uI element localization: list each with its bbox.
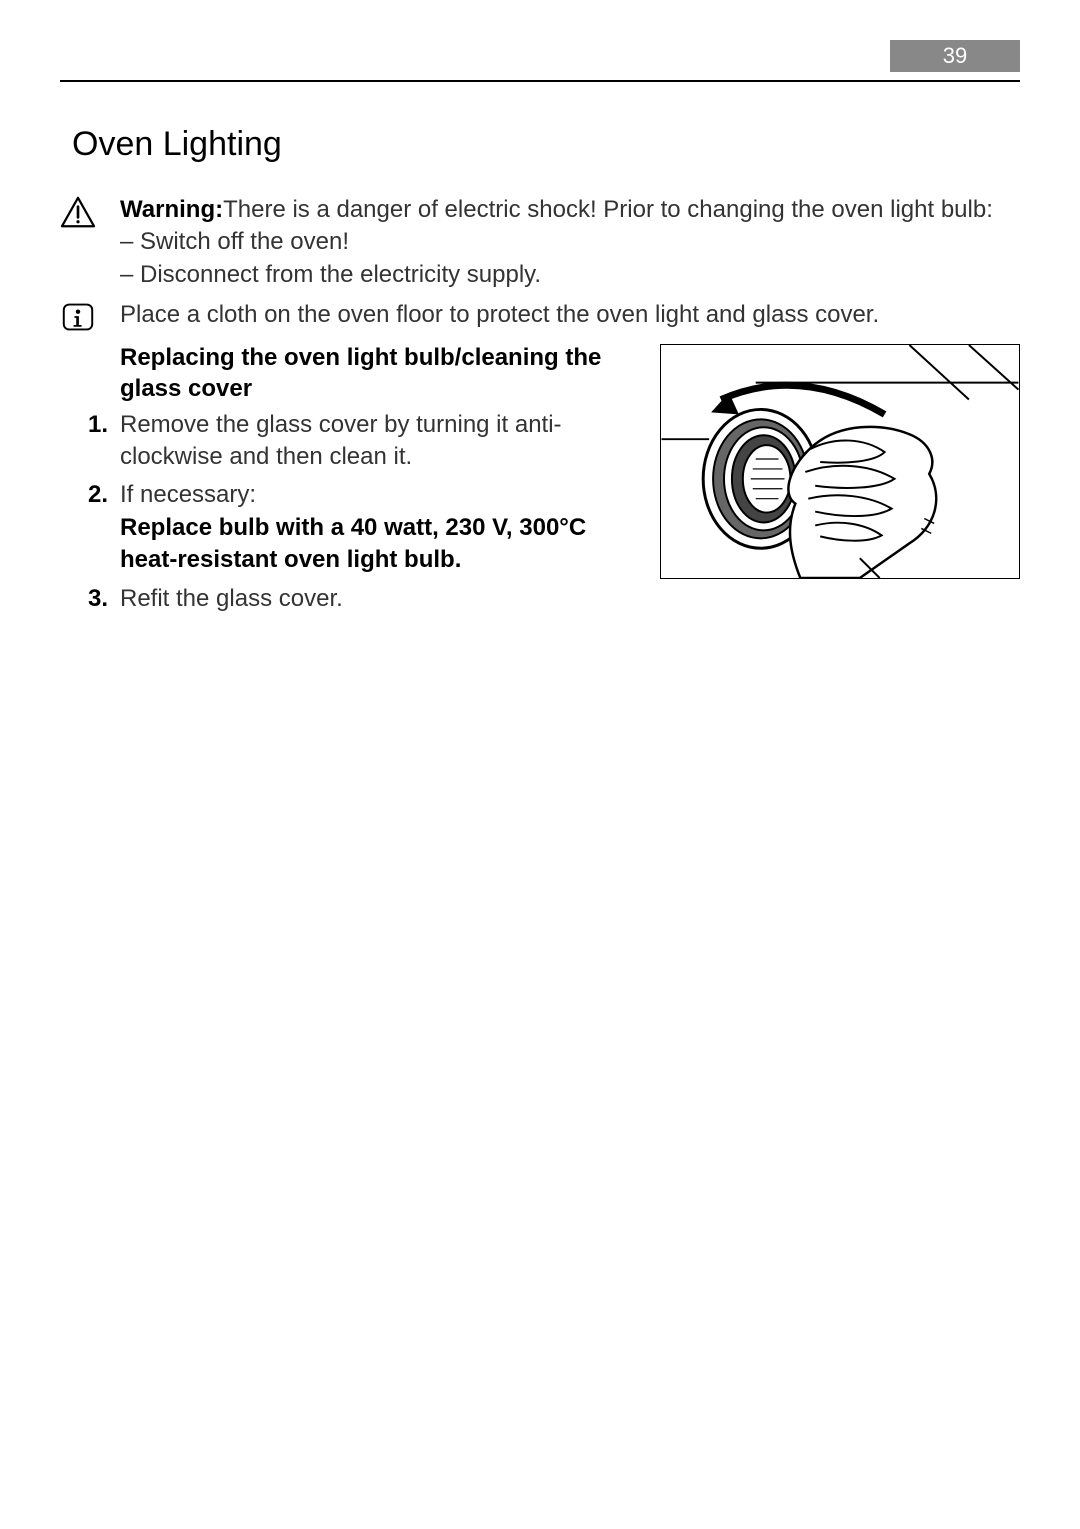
step-text: Remove the glass cover by turning it ant… [120, 409, 648, 474]
warning-bullet-list: –Switch off the oven! –Disconnect from t… [120, 226, 1020, 291]
warning-triangle-icon [60, 215, 96, 232]
steps-list: 1. Remove the glass cover by turning it … [120, 409, 648, 615]
step-text: Refit the glass cover. [120, 583, 343, 615]
instructions-column: Replacing the oven light bulb/cleaning t… [60, 342, 660, 621]
step-number: 3. [88, 583, 120, 615]
step-text: If necessary: Replace bulb with a 40 wat… [120, 479, 648, 576]
info-icon [60, 320, 96, 337]
section-title: Oven Lighting [72, 125, 1020, 164]
instructions-and-figure: Replacing the oven light bulb/cleaning t… [60, 342, 1020, 621]
step-number: 1. [88, 409, 120, 474]
step-item: 2. If necessary: Replace bulb with a 40 … [120, 479, 648, 576]
step-bold-text: Replace bulb with a 40 watt, 230 V, 300°… [120, 514, 586, 573]
page-number-badge: 39 [890, 40, 1020, 72]
warning-bullet: –Disconnect from the electricity supply. [120, 259, 1020, 291]
step-item: 1. Remove the glass cover by turning it … [120, 409, 648, 474]
warning-block: Warning:There is a danger of electric sh… [60, 194, 1020, 291]
header-rule [60, 80, 1020, 82]
warning-bullet: –Switch off the oven! [120, 226, 1020, 258]
sub-heading: Replacing the oven light bulb/cleaning t… [120, 342, 648, 404]
warning-label: Warning: [120, 196, 223, 223]
page-content: Oven Lighting Warning:There is a danger … [60, 125, 1020, 621]
oven-light-figure [660, 344, 1020, 579]
step-item: 3. Refit the glass cover. [120, 583, 648, 615]
warning-icon-cell [60, 194, 120, 233]
warning-body: There is a danger of electric shock! Pri… [223, 196, 993, 223]
warning-text: Warning:There is a danger of electric sh… [120, 194, 1020, 291]
info-text: Place a cloth on the oven floor to prote… [120, 299, 1020, 331]
info-icon-cell [60, 299, 120, 338]
info-block: Place a cloth on the oven floor to prote… [60, 299, 1020, 338]
step-number: 2. [88, 479, 120, 576]
